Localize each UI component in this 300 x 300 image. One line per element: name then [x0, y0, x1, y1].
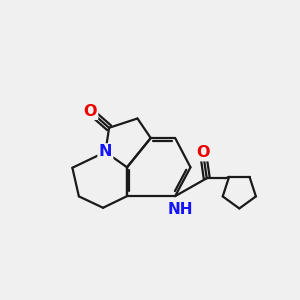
Text: O: O — [83, 104, 97, 119]
Text: NH: NH — [168, 202, 193, 217]
Text: N: N — [99, 145, 112, 160]
Text: O: O — [196, 145, 210, 160]
